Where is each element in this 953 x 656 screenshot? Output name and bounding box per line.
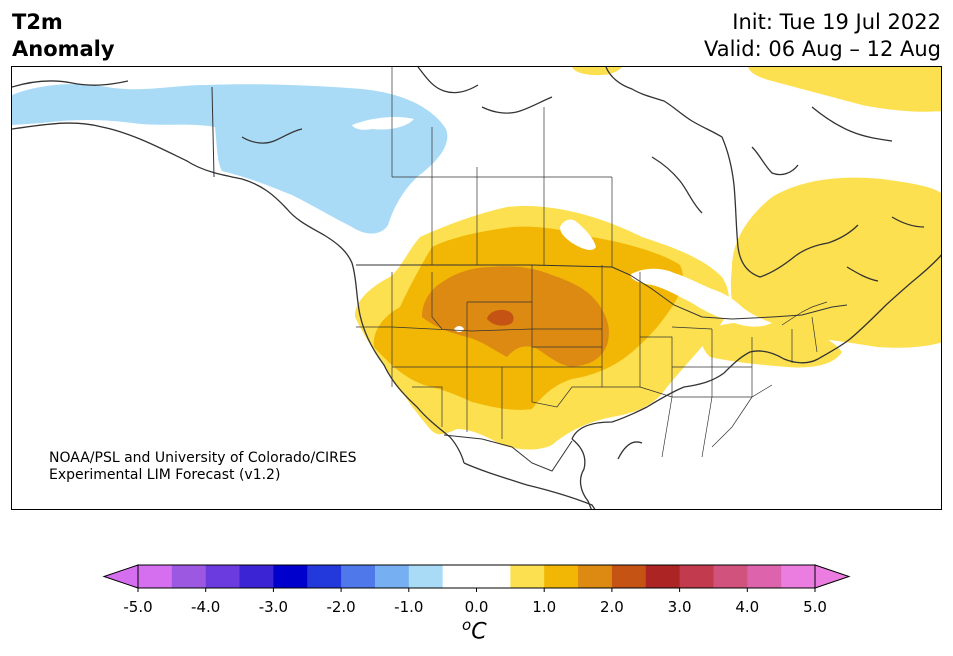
map-title: T2m Anomaly [12, 9, 115, 63]
warm-anomaly-wyoming-nebraska [422, 266, 609, 367]
colorbar-cell [713, 565, 748, 588]
colorbar-cell [273, 565, 308, 588]
colorbar-tick-label: -3.0 [259, 598, 288, 616]
colorbar-cell [374, 565, 410, 588]
colorbar-tick-label: -4.0 [191, 598, 220, 616]
colorbar-tick-label: -1.0 [394, 598, 423, 616]
colorbar-tick-label: 2.0 [600, 598, 624, 616]
title-line-2: Anomaly [12, 37, 115, 61]
credit-text: NOAA/PSL and University of Colorado/CIRE… [49, 450, 357, 484]
colorbar-cell [171, 565, 207, 588]
colorbar-tick-label: 4.0 [735, 598, 759, 616]
colorbar-cell [510, 565, 545, 588]
title-line-1: T2m [12, 10, 63, 34]
warm-anomaly-northeast-us [701, 321, 842, 368]
coastlines [12, 67, 941, 509]
valid-dates: Valid: 06 Aug – 12 Aug [703, 37, 941, 61]
colorbar-tick-label: 3.0 [668, 598, 692, 616]
map-panel [11, 66, 942, 510]
colorbar-tick-label: 1.0 [532, 598, 556, 616]
lake-winnipeg [560, 219, 596, 250]
warm-anomaly-wyoming-core [487, 309, 514, 326]
colorbar-tick-label: 5.0 [803, 598, 827, 616]
colorbar-cell [611, 565, 647, 588]
colorbar-ticks: -5.0 -4.0 -3.0 -2.0 -1.0 0.0 1.0 2.0 3.0 4.0 5.0 [123, 588, 827, 616]
colorbar-cell [578, 565, 613, 588]
colorbar-cell [747, 565, 782, 588]
colorbar-cell [239, 565, 274, 588]
colorbar-extend-min [102, 564, 139, 589]
unit-base: C [471, 619, 487, 645]
init-date: Init: Tue 19 Jul 2022 [732, 10, 941, 34]
colorbar-cell [645, 565, 681, 588]
colorbar-cell [341, 565, 376, 588]
colorbar-tick-label: -5.0 [123, 598, 152, 616]
warm-anomaly-quebec [730, 177, 941, 348]
unit-label: oC [462, 616, 487, 644]
cool-anomaly-western-canada [12, 84, 448, 234]
colorbar-cell [781, 565, 816, 588]
great-lakes [630, 268, 772, 327]
colorbar-extend-max [814, 564, 851, 589]
unit-degree: o [462, 616, 472, 634]
cool-anomaly-alaska-inland [352, 117, 414, 130]
colorbar-cell [679, 565, 714, 588]
colorbar-cell [138, 565, 173, 588]
colorbar-tick-label: -2.0 [326, 598, 355, 616]
colorbar-cell [442, 565, 477, 588]
colorbar-cell [205, 565, 241, 588]
colorbar-cell [408, 565, 444, 588]
colorbar-cell [544, 565, 579, 588]
colorbar-cell [476, 565, 511, 588]
colorbar-tick-label: 0.0 [465, 598, 489, 616]
forecast-dates: Init: Tue 19 Jul 2022 Valid: 06 Aug – 12… [704, 9, 941, 63]
credit-line-2: Experimental LIM Forecast (v1.2) [49, 467, 281, 483]
warm-anomaly-arctic [748, 67, 941, 112]
anomaly-map [12, 67, 941, 509]
credit-line-1: NOAA/PSL and University of Colorado/CIRE… [49, 450, 357, 466]
colorbar-cells [102, 564, 851, 589]
colorbar-cell [307, 565, 342, 588]
state-borders [356, 67, 828, 458]
